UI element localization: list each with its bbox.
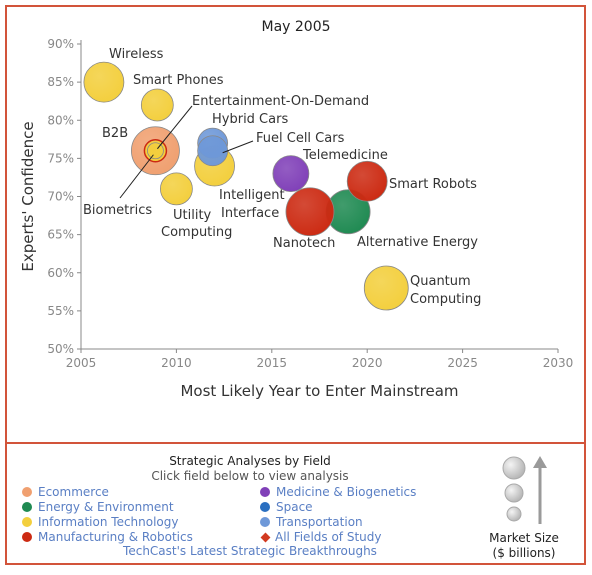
medicine-dot-icon xyxy=(260,487,270,497)
ecommerce-dot-icon xyxy=(22,487,32,497)
bubble[interactable] xyxy=(346,160,388,202)
bubble-label: Computing xyxy=(410,292,481,307)
legend-item-information-technology[interactable]: Information Technology xyxy=(22,515,179,529)
legend-item-all-fields[interactable]: All Fields of Study xyxy=(260,530,381,544)
bubble-label: Hybrid Cars xyxy=(212,112,288,127)
bubble-label: B2B xyxy=(102,126,128,141)
energy-dot-icon xyxy=(22,502,32,512)
bubble-label: Computing xyxy=(161,225,232,240)
legend-item-label: Transportation xyxy=(276,515,363,529)
x-tick-label: 2005 xyxy=(66,356,97,370)
legend-item-label: Information Technology xyxy=(38,515,179,529)
space-dot-icon xyxy=(260,502,270,512)
y-tick-label: 85% xyxy=(47,75,74,89)
x-tick-label: 2030 xyxy=(543,356,574,370)
legend-item-label: Energy & Environment xyxy=(38,500,174,514)
leader-line xyxy=(157,105,193,150)
bubble-label: Fuel Cell Cars xyxy=(256,131,345,146)
market-size-unit: ($ billions) xyxy=(492,546,556,560)
information-technology-dot-icon xyxy=(22,517,32,527)
bubble[interactable] xyxy=(140,88,174,122)
bubble-label: Alternative Energy xyxy=(357,235,478,250)
bubble-label: Interface xyxy=(221,206,279,221)
y-axis-label: Experts' Confidence xyxy=(19,121,37,271)
legend-item-space[interactable]: Space xyxy=(260,500,313,514)
legend-panel: Strategic Analyses by Field Click field … xyxy=(0,448,592,568)
bubble-label: Utility xyxy=(173,208,212,223)
y-tick-label: 70% xyxy=(47,190,74,204)
transportation-dot-icon xyxy=(260,517,270,527)
bubble[interactable] xyxy=(159,172,193,206)
bubble-label: Biometrics xyxy=(83,203,152,218)
bubble-label: Entertainment-On-Demand xyxy=(192,94,369,109)
legend-item-transportation[interactable]: Transportation xyxy=(260,515,363,529)
x-tick-label: 2015 xyxy=(257,356,288,370)
legend-item-medicine[interactable]: Medicine & Biogenetics xyxy=(260,485,416,499)
leader-line xyxy=(119,154,154,199)
legend-item-manufacturing[interactable]: Manufacturing & Robotics xyxy=(22,530,193,544)
x-tick-label: 2020 xyxy=(352,356,383,370)
legend-item-energy[interactable]: Energy & Environment xyxy=(22,500,174,514)
bubble-label: Wireless xyxy=(109,47,164,62)
y-tick-label: 50% xyxy=(47,342,74,356)
leader-line xyxy=(222,140,254,154)
bubble-chart: May 2005 50% 55% 60% 65% 70% 75% 80% 85% 90% 2005 2… xyxy=(19,19,574,400)
legend-item-label: Manufacturing & Robotics xyxy=(38,530,193,544)
y-tick-label: 65% xyxy=(47,228,74,242)
bubble-label: Intelligent xyxy=(219,188,285,203)
bubble-label: Telemedicine xyxy=(302,148,388,163)
market-size-bubbles-icon xyxy=(502,456,547,524)
x-tick-label: 2025 xyxy=(447,356,478,370)
legend-title: Strategic Analyses by Field xyxy=(169,454,331,468)
legend-item-label: Ecommerce xyxy=(38,485,109,499)
bubble-label: Quantum xyxy=(410,274,471,289)
bubble-label: Nanotech xyxy=(273,236,335,251)
manufacturing-dot-icon xyxy=(22,532,32,542)
legend-item-label: Medicine & Biogenetics xyxy=(276,485,417,499)
legend-divider xyxy=(7,442,585,444)
chart-title: May 2005 xyxy=(261,19,330,35)
market-size-key: Market Size ($ billions) xyxy=(476,454,576,564)
bubble-label: Smart Robots xyxy=(389,177,477,192)
bubble[interactable] xyxy=(83,61,125,103)
bubble[interactable] xyxy=(197,135,229,167)
y-tick-label: 90% xyxy=(47,37,74,51)
y-tick-label: 60% xyxy=(47,266,74,280)
market-size-label: Market Size xyxy=(489,531,559,545)
bubble-label: Smart Phones xyxy=(133,73,224,88)
y-tick-label: 80% xyxy=(47,113,74,127)
bubble[interactable] xyxy=(272,155,310,193)
legend-item-ecommerce[interactable]: Ecommerce xyxy=(22,485,109,499)
y-tick-label: 75% xyxy=(47,151,74,165)
bubble-ring xyxy=(143,139,168,163)
y-tick-label: 55% xyxy=(47,304,74,318)
x-tick-label: 2010 xyxy=(161,356,192,370)
x-axis-label: Most Likely Year to Enter Mainstream xyxy=(180,382,458,400)
legend-item-label: All Fields of Study xyxy=(275,530,382,544)
diamond-icon xyxy=(260,532,271,543)
bubble[interactable] xyxy=(285,187,335,237)
bubble[interactable] xyxy=(363,265,409,311)
legend-subtitle: Click field below to view analysis xyxy=(151,469,349,483)
bubble[interactable] xyxy=(147,142,164,160)
latest-breakthroughs-link[interactable]: TechCast's Latest Strategic Breakthrough… xyxy=(123,544,377,558)
legend-item-label: Space xyxy=(276,500,313,514)
